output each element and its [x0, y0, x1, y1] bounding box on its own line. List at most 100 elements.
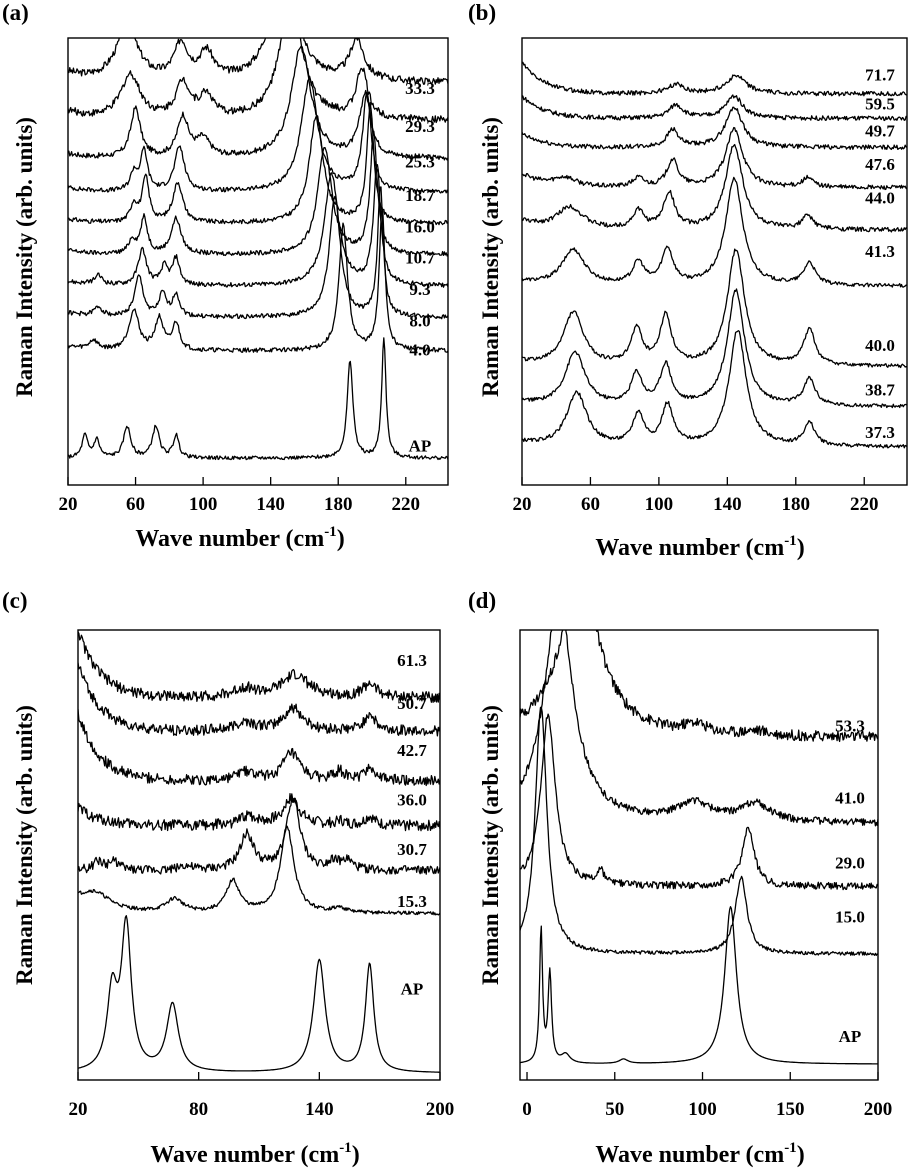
- panel-a: (a) Raman Intensity (arb. units) 20 60 100…: [2, 0, 449, 552]
- x-tick-label: 180: [782, 494, 811, 515]
- panel-a-y-axis-label: Raman Intensity (arb. units): [12, 117, 37, 397]
- panel-c-plot-frame: [77, 629, 441, 1081]
- trace-label: AP: [409, 437, 432, 456]
- panel-b-x-axis-label: Wave number (cm-1): [595, 533, 804, 561]
- panel-b-plot-frame: [521, 37, 908, 486]
- x-tick-label: 0: [522, 1099, 532, 1120]
- trace-label: 15.0: [835, 908, 865, 927]
- x-tick-label: 150: [776, 1099, 805, 1120]
- trace-15-0: [520, 706, 878, 956]
- panel-a-trace-labels: 33.3 29.3 25.3 18.7 16.0 10.7 9.3 8.0 4.0 AP: [405, 79, 435, 456]
- trace-label: 15.3: [397, 892, 427, 911]
- trace-label: 59.5: [865, 95, 895, 114]
- trace-label: 4.0: [409, 340, 430, 359]
- panel-d: (d) Raman Intensity (arb. units) 0 50 100 1…: [468, 588, 892, 1168]
- trace-label: 10.7: [405, 249, 435, 268]
- trace-label: 36.0: [397, 791, 427, 810]
- trace-30-7: [78, 795, 440, 875]
- x-tick-label: 200: [426, 1099, 455, 1120]
- panel-a-plot-frame: [67, 37, 449, 486]
- trace-label: 40.0: [865, 336, 895, 355]
- trace-42-7: [78, 709, 440, 787]
- trace-37-3: [522, 330, 907, 449]
- x-tick-label: 80: [189, 1099, 208, 1120]
- panel-a-traces: [68, 38, 448, 461]
- trace-label: 29.0: [835, 854, 865, 873]
- trace-label: 30.7: [397, 840, 427, 859]
- trace-label: 50.7: [397, 694, 427, 713]
- trace-label: 18.7: [405, 186, 435, 205]
- trace-61-3: [78, 631, 440, 703]
- trace-label: 9.3: [409, 280, 430, 299]
- trace-AP: [68, 337, 448, 461]
- panel-d-letter: (d): [468, 588, 496, 613]
- trace-label: 49.7: [865, 121, 895, 140]
- trace-15-3: [78, 825, 440, 916]
- panel-d-x-axis-label: Wave number (cm-1): [595, 1140, 804, 1168]
- panel-c-y-axis-label: Raman Intensity (arb. units): [12, 705, 37, 985]
- x-tick-label: 220: [850, 494, 879, 515]
- trace-label: 61.3: [397, 651, 427, 670]
- x-tick-label: 220: [392, 494, 421, 515]
- trace-label: 71.7: [865, 66, 895, 85]
- trace-label: 8.0: [409, 311, 430, 330]
- panel-d-y-axis-label: Raman Intensity (arb. units): [478, 705, 503, 985]
- x-tick-label: 50: [605, 1099, 624, 1120]
- panel-c-letter: (c): [2, 588, 28, 613]
- panel-a-x-ticks: 20 60 100 140 180 220: [59, 477, 421, 515]
- panel-a-x-axis-label: Wave number (cm-1): [135, 524, 344, 552]
- trace-10-7: [68, 130, 448, 257]
- trace-50-7: [78, 662, 440, 737]
- trace-label: 41.0: [835, 788, 865, 807]
- trace-label: AP: [401, 980, 424, 999]
- trace-label: 42.7: [397, 741, 427, 760]
- panel-c-x-ticks: 20 80 140 200: [69, 1072, 455, 1120]
- panel-b: (b) Raman Intensity (arb. units) 20 60 100…: [468, 0, 908, 561]
- x-tick-label: 20: [59, 494, 78, 515]
- x-tick-label: 180: [324, 494, 353, 515]
- panel-d-trace-labels: 53.3 41.0 29.0 15.0 AP: [835, 716, 865, 1046]
- x-tick-label: 140: [256, 494, 285, 515]
- trace-71-7: [522, 61, 907, 97]
- x-tick-label: 20: [69, 1099, 88, 1120]
- trace-label: 16.0: [405, 217, 435, 236]
- panel-c-traces: [78, 631, 440, 1073]
- trace-label: 29.3: [405, 117, 435, 136]
- trace-29-0: [520, 713, 878, 891]
- trace-label: 47.6: [865, 155, 895, 174]
- panel-d-plot-frame: [519, 629, 879, 1081]
- trace-41-0: [520, 630, 878, 827]
- trace-25-3: [68, 45, 448, 161]
- x-tick-label: 200: [864, 1099, 893, 1120]
- trace-40-0: [522, 248, 907, 369]
- trace-16-0: [68, 102, 448, 226]
- trace-53-3: [520, 630, 878, 743]
- x-tick-label: 100: [189, 494, 218, 515]
- trace-33-3: [68, 38, 448, 85]
- panel-b-letter: (b): [468, 0, 496, 25]
- panel-b-trace-labels: 71.7 59.5 49.7 47.6 44.0 41.3 40.0 38.7 37.3: [865, 66, 895, 443]
- panel-d-x-ticks: 0 50 100 150 200: [522, 1072, 892, 1120]
- x-tick-label: 140: [305, 1099, 334, 1120]
- x-tick-label: 60: [126, 494, 145, 515]
- trace-38-7: [522, 288, 907, 409]
- panel-b-x-ticks: 20 60 100 140 180 220: [513, 477, 879, 515]
- x-tick-label: 100: [688, 1099, 717, 1120]
- x-tick-label: 60: [581, 494, 600, 515]
- trace-29-3: [68, 38, 448, 124]
- panel-c: (c) Raman Intensity (arb. units) 20 80 140…: [2, 588, 454, 1168]
- trace-44-0: [522, 143, 907, 233]
- trace-41-3: [522, 176, 907, 288]
- panel-b-y-axis-label: Raman Intensity (arb. units): [478, 117, 503, 397]
- trace-AP: [520, 906, 878, 1065]
- panel-a-letter: (a): [2, 0, 29, 25]
- trace-49-7: [522, 106, 907, 151]
- x-tick-label: 100: [645, 494, 674, 515]
- x-tick-label: 140: [713, 494, 742, 515]
- trace-36-0: [78, 793, 440, 832]
- trace-label: 38.7: [865, 381, 895, 400]
- trace-label: 33.3: [405, 79, 435, 98]
- trace-18-7: [68, 76, 448, 194]
- trace-label: 25.3: [405, 153, 435, 172]
